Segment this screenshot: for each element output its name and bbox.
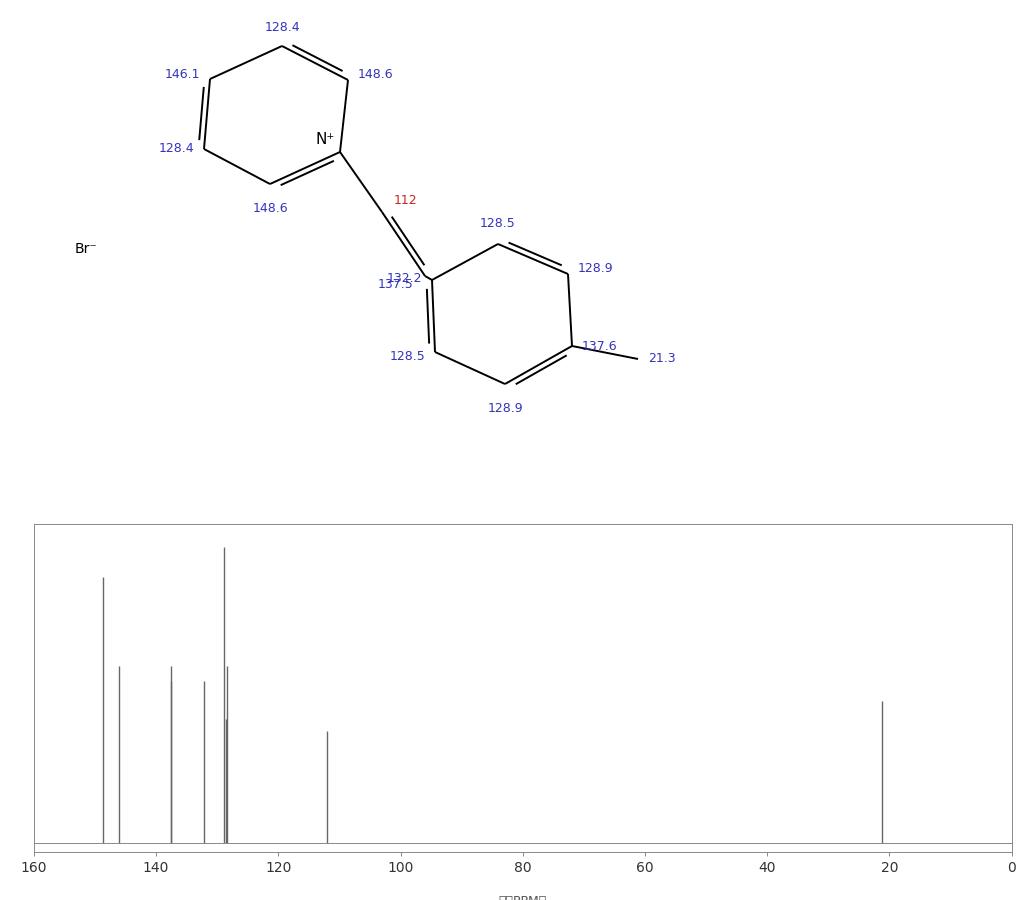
Text: 128.4: 128.4 (159, 142, 194, 156)
Text: 21.3: 21.3 (648, 353, 676, 365)
Text: 128.9: 128.9 (578, 262, 613, 274)
Text: 112: 112 (394, 194, 418, 207)
Text: 137.5: 137.5 (377, 278, 413, 291)
Text: 148.6: 148.6 (358, 68, 393, 82)
Text: 148.6: 148.6 (252, 202, 288, 215)
Text: Br⁻: Br⁻ (75, 242, 97, 256)
Text: 128.9: 128.9 (487, 402, 523, 415)
Text: 128.5: 128.5 (480, 217, 516, 230)
Text: 137.6: 137.6 (582, 339, 617, 353)
Text: 128.4: 128.4 (264, 21, 300, 34)
Text: N⁺: N⁺ (315, 132, 335, 147)
Text: 132.2: 132.2 (386, 272, 422, 284)
Text: 128.5: 128.5 (389, 349, 425, 363)
Text: 146.1: 146.1 (165, 68, 200, 80)
Text: 盖德PPM网: 盖德PPM网 (499, 895, 547, 900)
